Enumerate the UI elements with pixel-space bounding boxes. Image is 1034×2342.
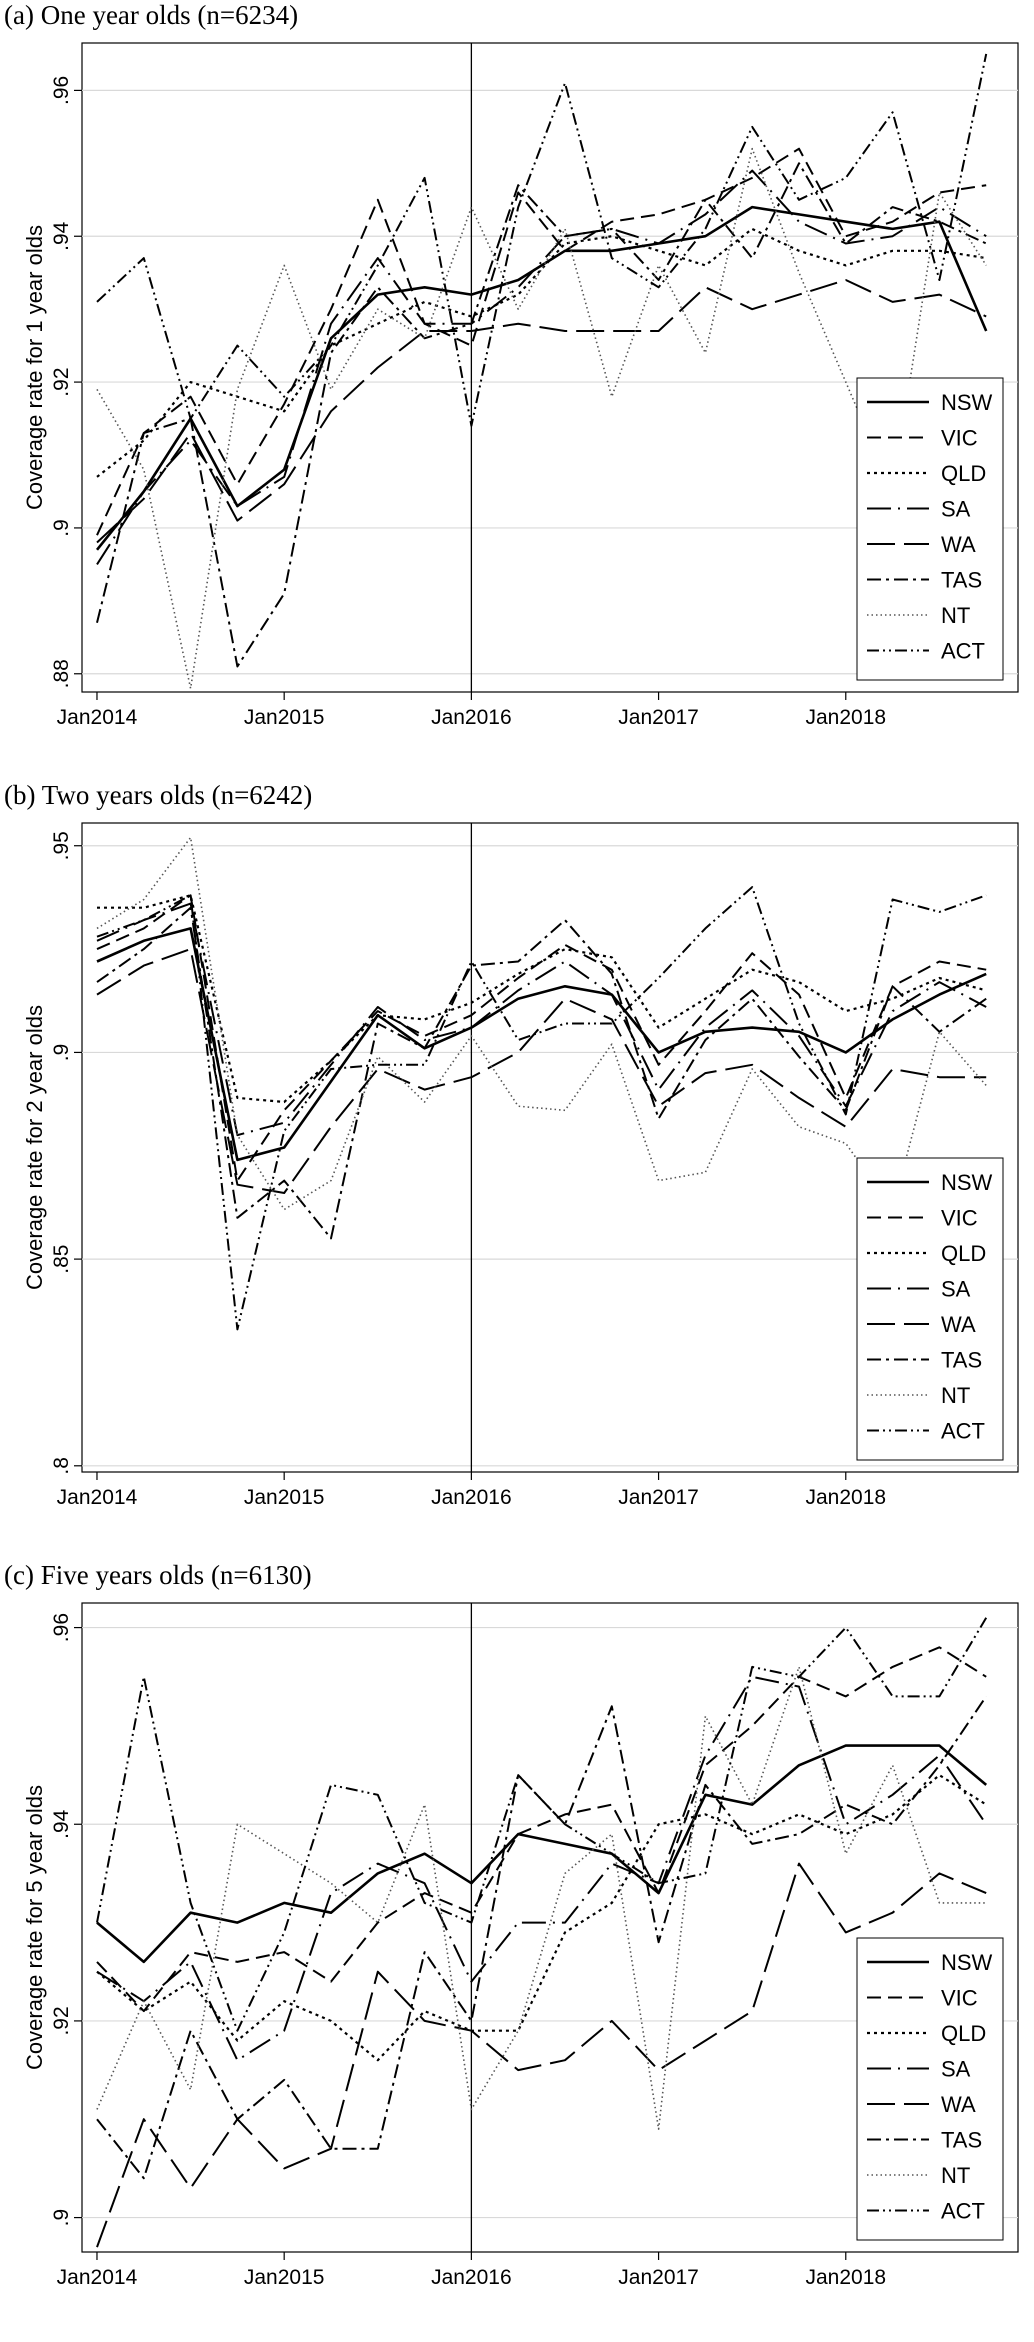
series-line-act	[96, 1617, 988, 2032]
y-tick-label: .8	[50, 1457, 73, 1475]
x-tick-label: Jan2015	[244, 2266, 325, 2289]
coverage-chart-1-year: .88 .9 .92 .94 .96 Jan2014 Jan2015 Jan2016 Jan20…	[22, 42, 1019, 729]
x-tick-label: Jan2015	[244, 706, 325, 729]
coverage-chart-2-year: .8 .85 .9 .95 Jan2014 Jan2015 Jan2016 Jan2017 Ja…	[22, 822, 1019, 1509]
y-tick-label: .96	[50, 1613, 73, 1642]
x-tick-label: Jan2016	[431, 1486, 512, 1509]
legend-label-nsw: NSW	[941, 390, 993, 415]
series-line-tas	[96, 906, 987, 1240]
series-line-vic	[96, 894, 987, 1182]
y-axis-label: Coverage rate for 1 year olds	[22, 225, 47, 510]
legend-label-tas: TAS	[941, 2128, 982, 2153]
y-tick-label: .96	[50, 76, 73, 105]
legend-box	[856, 1157, 1004, 1461]
chart-panel-c: (c) Five years olds (n=6130) .9 .92 .94 .96…	[0, 1560, 1034, 2342]
x-tick-label: Jan2016	[431, 706, 512, 729]
legend-label-nsw: NSW	[941, 1170, 993, 1195]
y-tick-label: .94	[50, 1809, 73, 1839]
x-tick-label: Jan2018	[805, 706, 886, 729]
legend-label-tas: TAS	[941, 1348, 982, 1373]
legend-box	[856, 1937, 1004, 2241]
legend-label-nt: NT	[941, 1383, 970, 1408]
coverage-chart-5-year: .9 .92 .94 .96 Jan2014 Jan2015 Jan2016 Jan2017 J…	[22, 1602, 1019, 2289]
legend-label-act: ACT	[941, 2199, 985, 2224]
legend-label-qld: QLD	[941, 2021, 986, 2046]
legend-label-qld: QLD	[941, 1241, 986, 1266]
legend-label-vic: VIC	[941, 426, 978, 451]
x-tick-label: Jan2014	[57, 1486, 138, 1509]
y-tick-label: .94	[50, 221, 73, 251]
series-line-sa	[96, 902, 987, 1137]
legend-label-vic: VIC	[941, 1986, 978, 2011]
legend-label-qld: QLD	[941, 461, 986, 486]
x-tick-label: Jan2017	[618, 2266, 699, 2289]
series-line-tas	[96, 162, 987, 668]
y-tick-label: .9	[50, 2209, 73, 2227]
x-tick-label: Jan2015	[244, 1486, 325, 1509]
legend-label-sa: SA	[941, 2057, 971, 2082]
chart-panel-b: (b) Two years olds (n=6242) .8 .85 .9 .95 Ja…	[0, 780, 1034, 1560]
y-tick-label: .9	[50, 1044, 73, 1062]
series-line-act	[96, 886, 987, 1331]
series-line-qld	[97, 894, 987, 1104]
series-line-nsw	[96, 1744, 988, 1964]
legend-label-tas: TAS	[941, 568, 982, 593]
legend-label-sa: SA	[941, 497, 971, 522]
y-tick-label: .95	[50, 831, 73, 860]
series-line-vic	[96, 1646, 987, 2013]
series-line-wa	[96, 1862, 987, 2248]
series-line-tas	[96, 1695, 988, 2180]
y-tick-label: .85	[50, 1245, 73, 1274]
x-tick-label: Jan2018	[805, 2266, 886, 2289]
legend-label-nsw: NSW	[941, 1950, 993, 1975]
y-tick-label: .92	[50, 367, 73, 396]
chart-title: (a) One year olds (n=6234)	[4, 0, 299, 30]
chart-title: (c) Five years olds (n=6130)	[4, 1560, 312, 1590]
legend-label-act: ACT	[941, 1419, 985, 1444]
x-tick-label: Jan2017	[618, 1486, 699, 1509]
series-line-nt	[96, 836, 987, 1211]
series-line-wa	[96, 279, 987, 544]
y-tick-label: .88	[50, 659, 73, 688]
legend-label-wa: WA	[941, 532, 976, 557]
y-axis-label: Coverage rate for 5 year olds	[22, 1785, 47, 2070]
series-line-vic	[96, 147, 987, 536]
legend-label-sa: SA	[941, 1277, 971, 1302]
series-line-nsw	[96, 927, 987, 1162]
y-axis-label: Coverage rate for 2 year olds	[22, 1005, 47, 1290]
legend-label-vic: VIC	[941, 1206, 978, 1231]
legend: NSW VIC QLD SA WA TAS NT ACT	[856, 1937, 1004, 2241]
x-tick-label: Jan2017	[618, 706, 699, 729]
x-tick-label: Jan2018	[805, 1486, 886, 1509]
legend: NSW VIC QLD SA WA TAS NT ACT	[856, 377, 1004, 681]
x-tick-label: Jan2016	[431, 2266, 512, 2289]
legend-label-nt: NT	[941, 603, 970, 628]
series-line-qld	[96, 227, 987, 478]
series-line-wa	[96, 948, 987, 1194]
legend: NSW VIC QLD SA WA TAS NT ACT	[856, 1157, 1004, 1461]
x-tick-label: Jan2014	[57, 2266, 138, 2289]
x-tick-label: Jan2014	[57, 706, 138, 729]
chart-panel-a: (a) One year olds (n=6234) .88 .9 .92 .94 .9…	[0, 0, 1034, 780]
legend-label-act: ACT	[941, 639, 985, 664]
series-line-sa	[96, 1675, 988, 2062]
y-tick-label: .9	[50, 519, 73, 537]
legend-label-nt: NT	[941, 2163, 970, 2188]
legend-label-wa: WA	[941, 2092, 976, 2117]
series-line-sa	[96, 169, 987, 565]
chart-title: (b) Two years olds (n=6242)	[4, 780, 313, 810]
y-tick-label: .92	[50, 2006, 73, 2035]
legend-box	[856, 377, 1004, 681]
legend-label-wa: WA	[941, 1312, 976, 1337]
